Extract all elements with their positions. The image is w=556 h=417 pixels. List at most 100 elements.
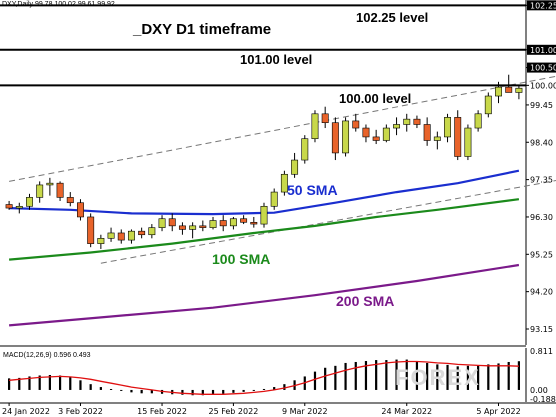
candle-body[interactable] bbox=[270, 191, 278, 207]
candle-body[interactable] bbox=[403, 118, 411, 125]
candle-body[interactable] bbox=[46, 182, 54, 186]
macd-bar bbox=[273, 387, 276, 390]
candle-body[interactable] bbox=[5, 204, 13, 209]
candle-body[interactable] bbox=[433, 136, 441, 141]
ohlc-close: 99.92 bbox=[97, 1, 115, 8]
macd-bar bbox=[354, 361, 357, 390]
candle-body[interactable] bbox=[484, 95, 492, 115]
candle-body[interactable] bbox=[158, 218, 166, 228]
candle-body[interactable] bbox=[311, 113, 319, 140]
candle-body[interactable] bbox=[372, 136, 380, 141]
macd-bar bbox=[232, 389, 235, 393]
macd-tick-label: 0.00 bbox=[530, 386, 548, 395]
level-100-label: 100.00 level bbox=[339, 91, 412, 106]
candle-body[interactable] bbox=[260, 205, 268, 225]
candle-body[interactable] bbox=[107, 232, 115, 239]
candle-body[interactable] bbox=[36, 184, 44, 198]
candle-body[interactable] bbox=[138, 230, 146, 236]
macd-bar bbox=[415, 361, 419, 390]
time-tick-label: 24 Jan 2022 bbox=[2, 407, 50, 416]
ohlc-open: 99.78 bbox=[34, 1, 53, 8]
candle-body[interactable] bbox=[97, 237, 105, 244]
candle-body[interactable] bbox=[515, 87, 523, 93]
candle-body[interactable] bbox=[148, 227, 156, 236]
candle-body[interactable] bbox=[342, 120, 350, 154]
candle-body[interactable] bbox=[127, 230, 135, 241]
candle-body[interactable] bbox=[464, 127, 472, 157]
ohlc-high: 100.02 bbox=[54, 1, 76, 8]
candle-body[interactable] bbox=[77, 202, 84, 218]
time-tick-label: 25 Feb 2022 bbox=[209, 407, 259, 416]
candle-body[interactable] bbox=[229, 218, 237, 227]
candle-body[interactable] bbox=[291, 159, 299, 175]
macd-bar bbox=[375, 360, 378, 390]
macd-bar bbox=[181, 389, 184, 395]
macd-bar bbox=[28, 376, 31, 390]
candle-body[interactable] bbox=[382, 127, 390, 141]
candle-body[interactable] bbox=[362, 127, 370, 138]
candle-body[interactable] bbox=[26, 197, 33, 207]
time-tick-label: 9 Mar 2022 bbox=[282, 407, 328, 416]
macd-signal-line bbox=[9, 360, 519, 395]
candle-body[interactable] bbox=[505, 86, 513, 93]
candle-body[interactable] bbox=[280, 173, 288, 193]
candle-body[interactable] bbox=[209, 220, 217, 228]
macd-tick-label: 0.811 bbox=[530, 347, 553, 356]
candle-body[interactable] bbox=[413, 118, 421, 125]
candle-body[interactable] bbox=[178, 225, 186, 230]
macd-bar bbox=[191, 389, 194, 396]
macd-bar bbox=[109, 388, 113, 390]
price-tick-label: 101.00 bbox=[530, 46, 556, 55]
candle-body[interactable] bbox=[15, 205, 23, 209]
macd-bar bbox=[456, 366, 459, 390]
time-tick-label: 15 Feb 2022 bbox=[137, 407, 187, 416]
candle-body[interactable] bbox=[301, 138, 309, 161]
macd-bar bbox=[405, 359, 408, 390]
watermark-text: FOREX bbox=[395, 365, 481, 390]
candle-body[interactable] bbox=[454, 117, 462, 157]
price-tick-label: 93.15 bbox=[530, 325, 553, 334]
macd-bar bbox=[18, 377, 21, 390]
macd-bar bbox=[58, 375, 62, 390]
macd-tick-label: -0.188 bbox=[530, 395, 556, 404]
candle-body[interactable] bbox=[321, 113, 329, 124]
candle-body[interactable] bbox=[219, 220, 227, 227]
chart-title: _DXY D1 timeframe bbox=[133, 21, 272, 38]
candle-body[interactable] bbox=[66, 197, 74, 204]
candle-body[interactable] bbox=[250, 221, 258, 225]
price-tick-label: 95.25 bbox=[530, 250, 553, 259]
candle-body[interactable] bbox=[393, 124, 401, 129]
macd-bar bbox=[201, 389, 204, 396]
time-tick-label: 24 Mar 2022 bbox=[381, 407, 432, 416]
macd-bar bbox=[466, 365, 470, 390]
candle-body[interactable] bbox=[56, 182, 64, 198]
macd-bar bbox=[120, 389, 123, 391]
candle-body[interactable] bbox=[117, 232, 125, 241]
candle-body[interactable] bbox=[495, 86, 502, 97]
price-level-tag bbox=[527, 0, 556, 11]
macd-bar bbox=[99, 387, 102, 390]
macd-bar bbox=[487, 364, 490, 390]
candle-body[interactable] bbox=[474, 113, 482, 129]
sma100-line bbox=[9, 198, 520, 261]
candle-body[interactable] bbox=[331, 122, 339, 154]
price-level-tag bbox=[527, 62, 556, 73]
macd-bar bbox=[150, 389, 153, 394]
ohlc-low: 99.61 bbox=[77, 1, 96, 8]
candle-body[interactable] bbox=[240, 218, 248, 223]
candle-body[interactable] bbox=[168, 218, 176, 227]
candle-body[interactable] bbox=[189, 225, 197, 230]
macd-bar bbox=[262, 388, 266, 390]
candle-body[interactable] bbox=[423, 124, 431, 141]
candle-body[interactable] bbox=[199, 225, 207, 228]
candle-body[interactable] bbox=[87, 216, 95, 244]
macd-bar bbox=[446, 364, 449, 390]
candle-body[interactable] bbox=[352, 120, 360, 129]
macd-bar bbox=[497, 363, 500, 390]
price-tick-label: 99.45 bbox=[530, 101, 553, 110]
level-102-label: 102.25 level bbox=[356, 10, 429, 25]
candle-body[interactable] bbox=[444, 117, 451, 138]
